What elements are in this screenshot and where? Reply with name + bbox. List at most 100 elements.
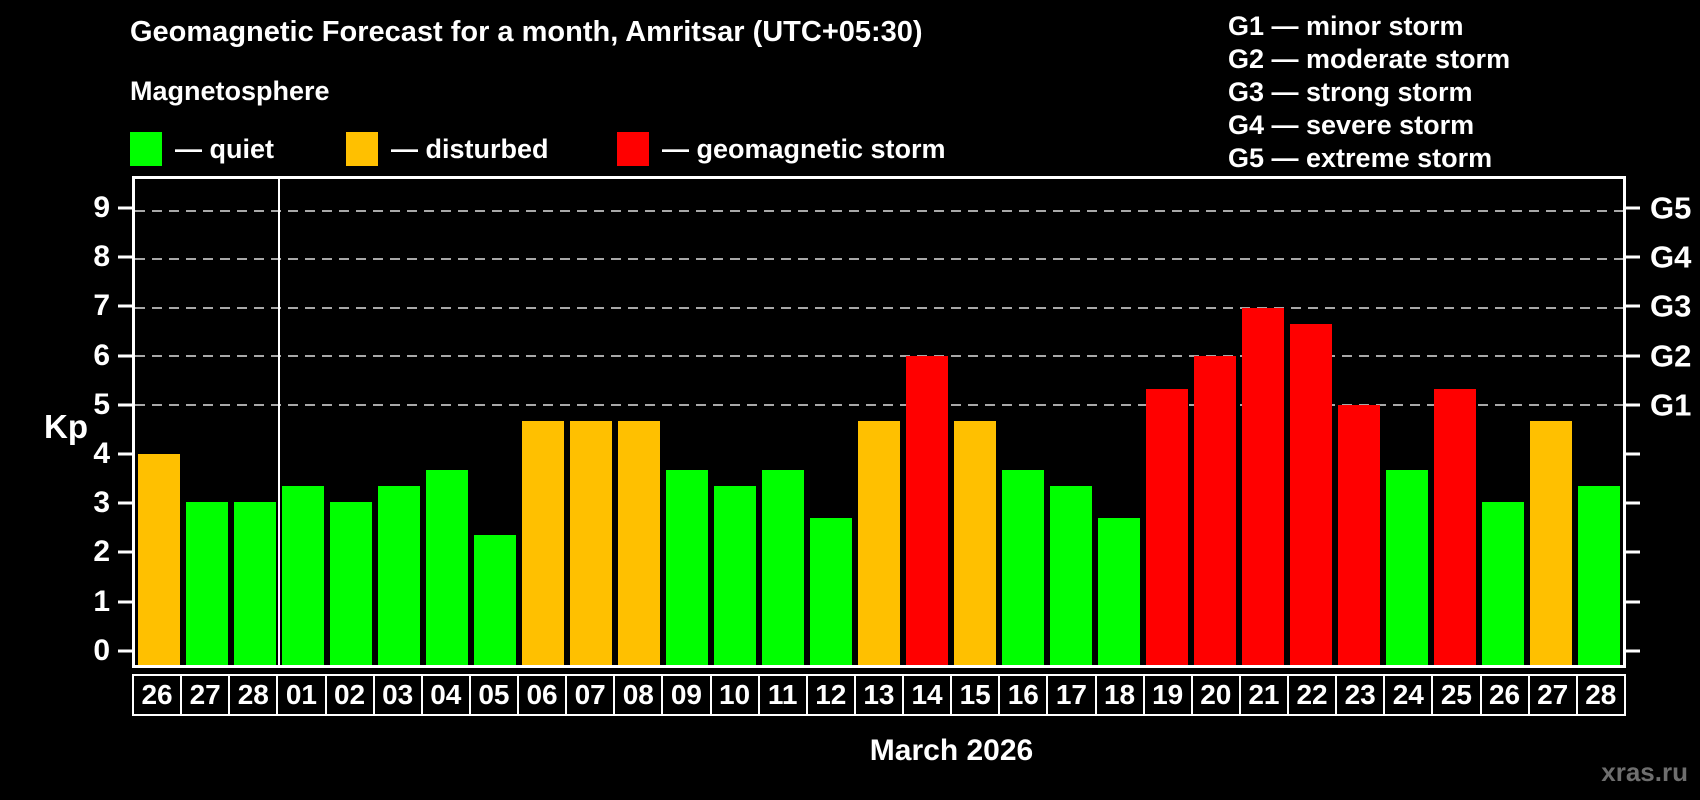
gridline-kp-5	[135, 403, 1623, 406]
date-cell: 03	[372, 674, 423, 716]
kp-bar	[762, 469, 804, 665]
left-tick-1	[118, 600, 132, 604]
date-cell: 28	[228, 674, 279, 716]
bar-slot-03	[375, 179, 423, 665]
y-axis-title: Kp	[44, 408, 88, 445]
right-tick-8	[1626, 255, 1640, 259]
kp-bar	[1530, 421, 1572, 665]
date-cell: 23	[1335, 674, 1386, 716]
bar-slot-12	[807, 179, 855, 665]
bar-slot-13	[855, 179, 903, 665]
left-tick-4	[118, 452, 132, 456]
gridline-kp-8	[135, 258, 1623, 261]
y-tick-label: 2	[93, 535, 110, 569]
bar-slot-14	[903, 179, 951, 665]
kp-bar	[1578, 486, 1620, 665]
kp-bar	[1098, 518, 1140, 665]
kp-bar	[1146, 388, 1188, 665]
bar-slot-28	[231, 179, 279, 665]
date-cell: 22	[1287, 674, 1338, 716]
bar-slot-10	[711, 179, 759, 665]
bar-slot-27	[183, 179, 231, 665]
kp-bar	[1194, 356, 1236, 665]
legend-item-storm: — geomagnetic storm	[617, 131, 946, 167]
bar-slot-21	[1239, 179, 1287, 665]
g5-legend-entry: G5 — extreme storm	[1228, 143, 1493, 173]
date-cell: 27	[1527, 674, 1578, 716]
date-cell: 27	[180, 674, 231, 716]
kp-bar	[282, 486, 324, 665]
bar-slot-02	[327, 179, 375, 665]
kp-bar	[234, 502, 276, 665]
gridline-kp-7	[135, 306, 1623, 309]
left-tick-6	[118, 354, 132, 358]
date-cell: 14	[902, 674, 953, 716]
kp-bar	[714, 486, 756, 665]
kp-bar	[906, 356, 948, 665]
gridline-kp-9	[135, 209, 1623, 212]
kp-bar	[666, 469, 708, 665]
bar-slot-08	[615, 179, 663, 665]
left-y-axis: 0 1 2 3 4 5 6 7 8 9	[0, 176, 132, 668]
date-cell: 01	[276, 674, 327, 716]
bar-slot-23	[1335, 179, 1383, 665]
chart-subtitle: Magnetosphere	[130, 76, 330, 106]
legend-label-disturbed: — disturbed	[391, 133, 549, 164]
left-tick-2	[118, 550, 132, 554]
date-cell: 15	[950, 674, 1001, 716]
g-scale-legend: G1 — minor storm G2 — moderate storm G3 …	[1228, 10, 1510, 175]
kp-bar	[1290, 323, 1332, 665]
y-tick-label: 5	[93, 387, 110, 421]
y-tick-label: 1	[93, 584, 110, 618]
legend-label-storm: — geomagnetic storm	[662, 133, 946, 164]
storm-color-swatch	[617, 132, 649, 166]
date-cell: 11	[757, 674, 808, 716]
date-cell: 19	[1142, 674, 1193, 716]
bar-slot-05	[471, 179, 519, 665]
left-tick-3	[118, 501, 132, 505]
g3-legend-entry: G3 — strong storm	[1228, 77, 1473, 107]
bar-slot-06	[519, 179, 567, 665]
bar-slot-16	[999, 179, 1047, 665]
g-scale-label: G2	[1650, 338, 1692, 374]
date-cell: 05	[468, 674, 519, 716]
kp-bar	[618, 421, 660, 665]
bar-slot-24	[1383, 179, 1431, 665]
right-tick-4	[1626, 452, 1640, 456]
bar-slot-19	[1143, 179, 1191, 665]
g4-legend-entry: G4 — severe storm	[1228, 110, 1475, 140]
date-cell: 17	[1046, 674, 1097, 716]
date-cell: 26	[132, 674, 183, 716]
gridline-kp-6	[135, 355, 1623, 358]
legend-item-quiet: — quiet	[130, 131, 274, 167]
bar-slot-15	[951, 179, 999, 665]
plot-area	[132, 176, 1626, 668]
date-cell: 25	[1431, 674, 1482, 716]
kp-bar	[1482, 502, 1524, 665]
watermark: xras.ru	[1601, 757, 1688, 787]
kp-bar	[1434, 388, 1476, 665]
left-tick-8	[118, 255, 132, 259]
kp-bar	[378, 486, 420, 665]
right-tick-5	[1626, 403, 1640, 407]
y-tick-label: 4	[93, 436, 110, 470]
bar-slot-11	[759, 179, 807, 665]
date-cell: 16	[998, 674, 1049, 716]
date-cell: 02	[324, 674, 375, 716]
kp-bar	[1002, 469, 1044, 665]
kp-bar	[810, 518, 852, 665]
g-scale-label: G3	[1650, 288, 1692, 324]
disturbed-color-swatch	[346, 132, 378, 166]
left-tick-7	[118, 304, 132, 308]
date-cell: 07	[565, 674, 616, 716]
date-cell: 21	[1238, 674, 1289, 716]
date-cell: 28	[1575, 674, 1626, 716]
g-scale-label: G5	[1650, 190, 1692, 226]
bar-slot-09	[663, 179, 711, 665]
y-tick-label: 3	[93, 486, 110, 520]
legend-label-quiet: — quiet	[175, 133, 274, 164]
date-cell: 09	[661, 674, 712, 716]
date-cell: 26	[1479, 674, 1530, 716]
kp-bar	[1050, 486, 1092, 665]
